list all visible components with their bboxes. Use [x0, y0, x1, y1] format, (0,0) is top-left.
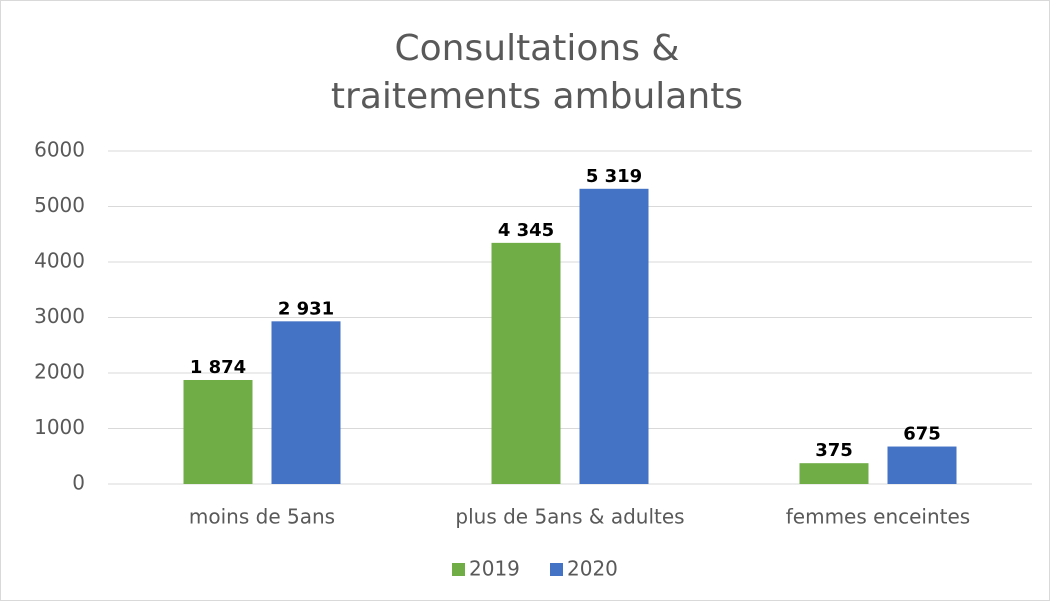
legend-swatch	[550, 563, 563, 576]
bar	[579, 188, 649, 484]
y-tick-label: 0	[72, 471, 85, 495]
bar	[799, 463, 869, 484]
x-tick-label: plus de 5ans & adultes	[455, 505, 684, 529]
data-label: 5 319	[586, 166, 642, 187]
y-tick-label: 5000	[34, 193, 85, 217]
y-tick-label: 6000	[34, 138, 85, 162]
bar	[491, 242, 561, 484]
y-tick-label: 1000	[34, 415, 85, 439]
chart-title: traitements ambulants	[331, 76, 743, 117]
bar	[271, 321, 341, 484]
y-tick-label: 3000	[34, 304, 85, 328]
bar	[887, 446, 957, 484]
x-tick-label: moins de 5ans	[189, 505, 335, 529]
data-label: 2 931	[278, 298, 334, 319]
y-tick-label: 2000	[34, 360, 85, 384]
data-label: 375	[815, 440, 853, 461]
legend-label: 2020	[567, 557, 618, 581]
x-tick-label: femmes enceintes	[786, 505, 970, 529]
legend-label: 2019	[469, 557, 520, 581]
legend-swatch	[452, 563, 465, 576]
chart-title: Consultations &	[395, 28, 680, 69]
data-label: 1 874	[190, 357, 246, 378]
bar	[183, 379, 253, 484]
data-label: 675	[903, 424, 941, 445]
y-tick-label: 4000	[34, 249, 85, 273]
data-label: 4 345	[498, 220, 554, 241]
